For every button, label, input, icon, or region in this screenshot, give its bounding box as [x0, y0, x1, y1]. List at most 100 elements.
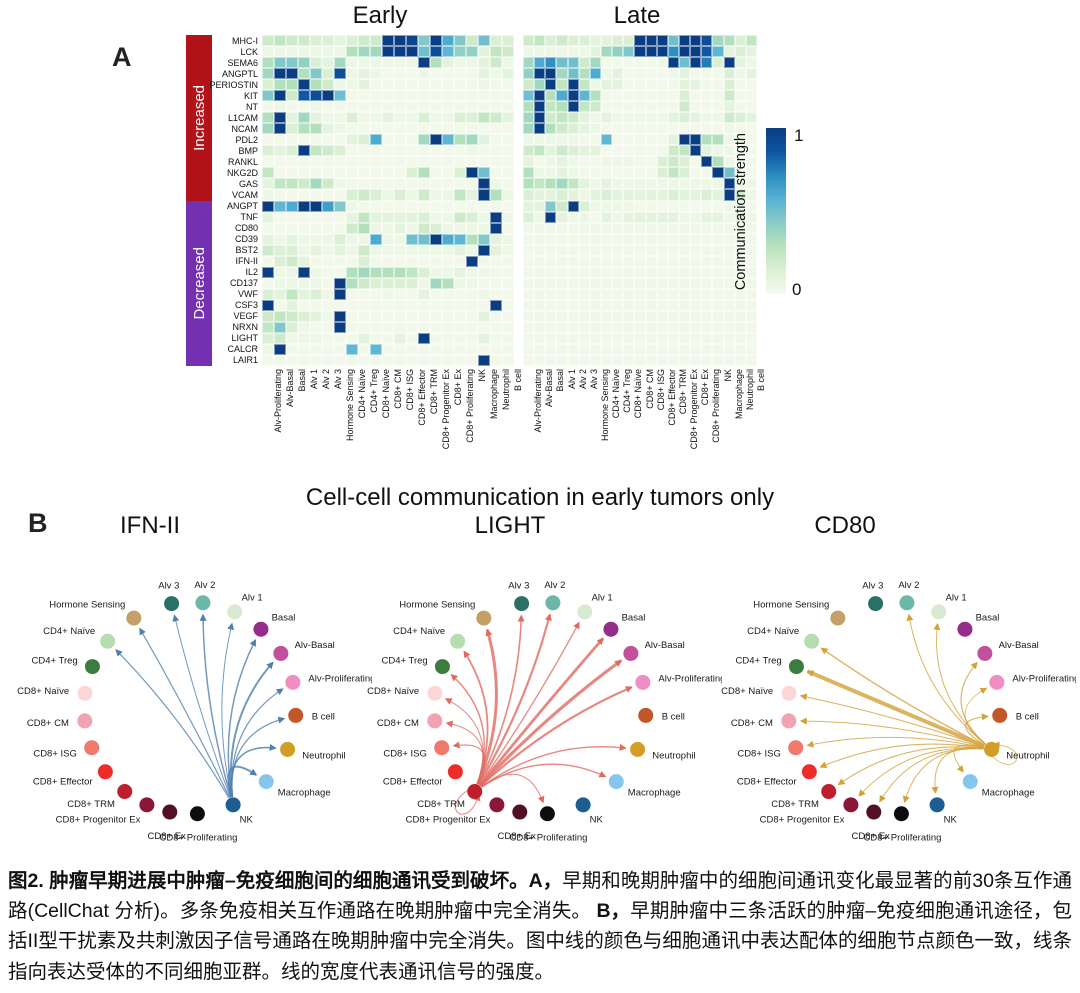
heatmap-cell [634, 145, 646, 157]
heatmap-cell [322, 178, 334, 190]
heatmap-cell [286, 46, 298, 58]
heatmap-cell [578, 244, 590, 256]
heatmap-cell [346, 244, 358, 256]
heatmap-cell [262, 101, 274, 113]
heatmap-cell [723, 134, 735, 146]
heatmap-cell [523, 277, 535, 289]
caption-b-label: B， [596, 900, 631, 923]
cell-node-label: Basal [272, 612, 296, 623]
heatmap-cell [601, 35, 613, 47]
heatmap-cell [274, 134, 286, 146]
heatmap-cell [322, 299, 334, 311]
heatmap-cell [262, 178, 274, 190]
heatmap-cell [406, 288, 418, 300]
heatmap-cell [712, 200, 724, 212]
heatmap-cell [358, 79, 370, 91]
heatmap-cell [612, 255, 624, 267]
heatmap-cell [322, 145, 334, 157]
heatmap-cell [645, 167, 657, 179]
heatmap-cell [656, 343, 668, 355]
heatmap-cell [690, 354, 702, 366]
heatmap-cell [286, 134, 298, 146]
cell-node-label: Alv 1 [946, 592, 967, 603]
heatmap-cell [534, 233, 546, 245]
communication-edge [481, 773, 545, 804]
heatmap-cell [589, 189, 601, 201]
heatmap-cell [623, 101, 635, 113]
heatmap-cell [612, 167, 624, 179]
heatmap-cell [567, 178, 579, 190]
heatmap-cell [690, 200, 702, 212]
heatmap-cell [667, 90, 679, 102]
heatmap-cell [745, 266, 757, 278]
heatmap-cell [442, 46, 454, 58]
heatmap-cell [623, 68, 635, 80]
heatmap-cell [262, 57, 274, 69]
heatmap-cell [667, 167, 679, 179]
heatmap-cell [712, 167, 724, 179]
heatmap-cell [442, 90, 454, 102]
heatmap-cell [645, 46, 657, 58]
heatmap-cell [310, 310, 322, 322]
heatmap-cell [286, 178, 298, 190]
heatmap-cell [394, 277, 406, 289]
heatmap-cell [723, 189, 735, 201]
cell-node-label: Alv-Proliferating [308, 674, 372, 685]
heatmap-cell [478, 266, 490, 278]
heatmap-cell [545, 112, 557, 124]
heatmap-cell [690, 189, 702, 201]
heatmap-cell [502, 123, 514, 135]
heatmap-cell [712, 35, 724, 47]
heatmap-cell [430, 35, 442, 47]
heatmap-cell [723, 266, 735, 278]
heatmap-cell [286, 277, 298, 289]
heatmap-cell [612, 299, 624, 311]
heatmap-cell [454, 167, 466, 179]
heatmap-cell [645, 266, 657, 278]
heatmap-cell [645, 134, 657, 146]
heatmap-cell [545, 332, 557, 344]
heatmap-cell [394, 288, 406, 300]
heatmap-cell [490, 134, 502, 146]
heatmap-cell [286, 68, 298, 80]
cell-node [868, 596, 884, 612]
heatmap-column-label: Macrophage [488, 369, 499, 420]
heatmap-cell [723, 123, 735, 135]
heatmap-cell [466, 299, 478, 311]
heatmap-late [523, 35, 757, 366]
heatmap-cell [656, 321, 668, 333]
heatmap-cell [322, 167, 334, 179]
heatmap-cell [262, 244, 274, 256]
cell-node-label: CD4+ Treg [31, 655, 77, 666]
heatmap-cell [745, 189, 757, 201]
heatmap-cell [712, 255, 724, 267]
heatmap-cell [322, 68, 334, 80]
heatmap-cell [545, 266, 557, 278]
heatmap-cell [262, 354, 274, 366]
heatmap-cell [567, 321, 579, 333]
communication-edge [989, 741, 1018, 765]
heatmap-cell [701, 156, 713, 168]
heatmap-cell [406, 266, 418, 278]
communication-edge [230, 743, 277, 798]
heatmap-cell [322, 354, 334, 366]
heatmap-cell [589, 156, 601, 168]
cell-node-label: Alv 2 [544, 580, 565, 591]
heatmap-cell [690, 321, 702, 333]
cell-node [635, 674, 651, 690]
cell-node [225, 797, 241, 813]
heatmap-cell [734, 288, 746, 300]
heatmap-cell [382, 57, 394, 69]
heatmap-column-label: Alv-Basal [284, 369, 295, 408]
heatmap-cell [612, 101, 624, 113]
heatmap-cell [523, 222, 535, 234]
heatmap-cell [370, 255, 382, 267]
heatmap-cell [601, 321, 613, 333]
heatmap-cell [430, 101, 442, 113]
heatmap-cell [567, 156, 579, 168]
heatmap-column-label: B cell [755, 369, 766, 392]
cell-node-label: Alv-Basal [999, 640, 1039, 651]
heatmap-cell [601, 211, 613, 223]
heatmap-cell [523, 123, 535, 135]
heatmap-cell [502, 134, 514, 146]
